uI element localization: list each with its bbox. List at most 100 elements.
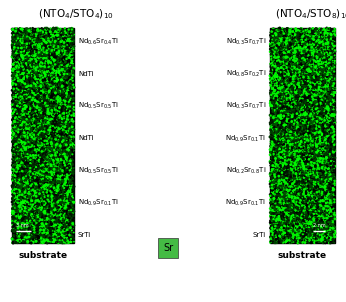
Point <box>51 36 56 40</box>
Point <box>319 204 325 208</box>
Point <box>314 119 320 124</box>
Point <box>291 75 296 79</box>
Point <box>44 53 49 58</box>
Point <box>279 177 285 182</box>
Point <box>312 171 318 176</box>
Point <box>45 212 50 217</box>
Point <box>268 124 274 129</box>
Point <box>329 46 335 51</box>
Point <box>267 101 273 106</box>
Point <box>291 121 297 126</box>
Point <box>22 32 28 37</box>
Point <box>330 37 336 41</box>
Point <box>276 137 281 142</box>
Point <box>311 211 317 216</box>
Point <box>44 32 50 37</box>
Point <box>33 128 39 133</box>
Point <box>60 123 66 128</box>
Point <box>286 75 292 79</box>
Point <box>12 200 18 204</box>
Point <box>54 233 60 238</box>
Point <box>300 164 306 169</box>
Point <box>301 53 307 58</box>
Point <box>44 125 50 130</box>
Point <box>53 155 58 159</box>
Point <box>271 227 276 232</box>
Point <box>301 102 306 107</box>
Point <box>36 172 41 176</box>
Point <box>58 211 64 216</box>
Point <box>49 87 55 92</box>
Point <box>48 38 53 43</box>
Point <box>330 105 335 110</box>
Point <box>319 32 324 37</box>
Point <box>278 57 284 62</box>
Point <box>303 171 309 176</box>
Point <box>292 29 298 34</box>
Point <box>27 76 32 80</box>
Point <box>71 98 76 102</box>
Point <box>319 198 325 203</box>
Point <box>320 146 325 151</box>
Point <box>296 230 301 235</box>
Point <box>16 204 21 209</box>
Point <box>290 171 295 176</box>
Point <box>11 144 17 149</box>
Point <box>312 237 318 242</box>
Point <box>35 217 40 222</box>
Point <box>315 41 320 46</box>
Point <box>324 69 330 74</box>
Point <box>285 210 291 215</box>
Point <box>54 199 59 204</box>
Point <box>269 74 274 79</box>
Point <box>304 189 310 194</box>
Point <box>17 208 23 213</box>
Point <box>18 123 24 127</box>
Point <box>48 64 54 69</box>
Point <box>319 134 325 139</box>
Point <box>313 199 319 204</box>
Point <box>327 45 333 50</box>
Point <box>272 118 277 123</box>
Point <box>64 138 70 143</box>
Point <box>29 231 35 236</box>
Point <box>275 172 281 176</box>
Point <box>53 42 58 47</box>
Point <box>295 159 301 163</box>
Point <box>12 77 18 82</box>
Point <box>29 175 35 180</box>
Point <box>307 76 313 80</box>
Point <box>25 152 30 156</box>
Point <box>282 81 288 86</box>
Point <box>52 226 58 231</box>
Point <box>58 62 64 67</box>
Point <box>272 201 277 205</box>
Point <box>297 228 302 233</box>
Point <box>294 184 299 189</box>
Point <box>33 188 38 193</box>
Point <box>292 171 297 176</box>
Point <box>326 111 332 115</box>
Point <box>53 61 59 66</box>
Point <box>65 130 70 135</box>
Point <box>316 79 321 84</box>
Point <box>28 50 34 54</box>
Point <box>282 223 287 228</box>
Point <box>287 113 293 118</box>
Point <box>11 194 16 199</box>
Point <box>284 29 290 34</box>
Point <box>11 56 16 60</box>
Point <box>21 81 27 85</box>
Point <box>56 62 62 66</box>
Point <box>295 129 301 133</box>
Point <box>294 233 300 238</box>
Point <box>35 185 40 190</box>
Point <box>315 79 320 84</box>
Point <box>13 239 19 244</box>
Point <box>295 32 301 37</box>
Point <box>271 220 277 224</box>
Point <box>40 28 46 33</box>
Point <box>268 184 273 189</box>
Point <box>284 55 290 59</box>
Point <box>54 133 60 138</box>
